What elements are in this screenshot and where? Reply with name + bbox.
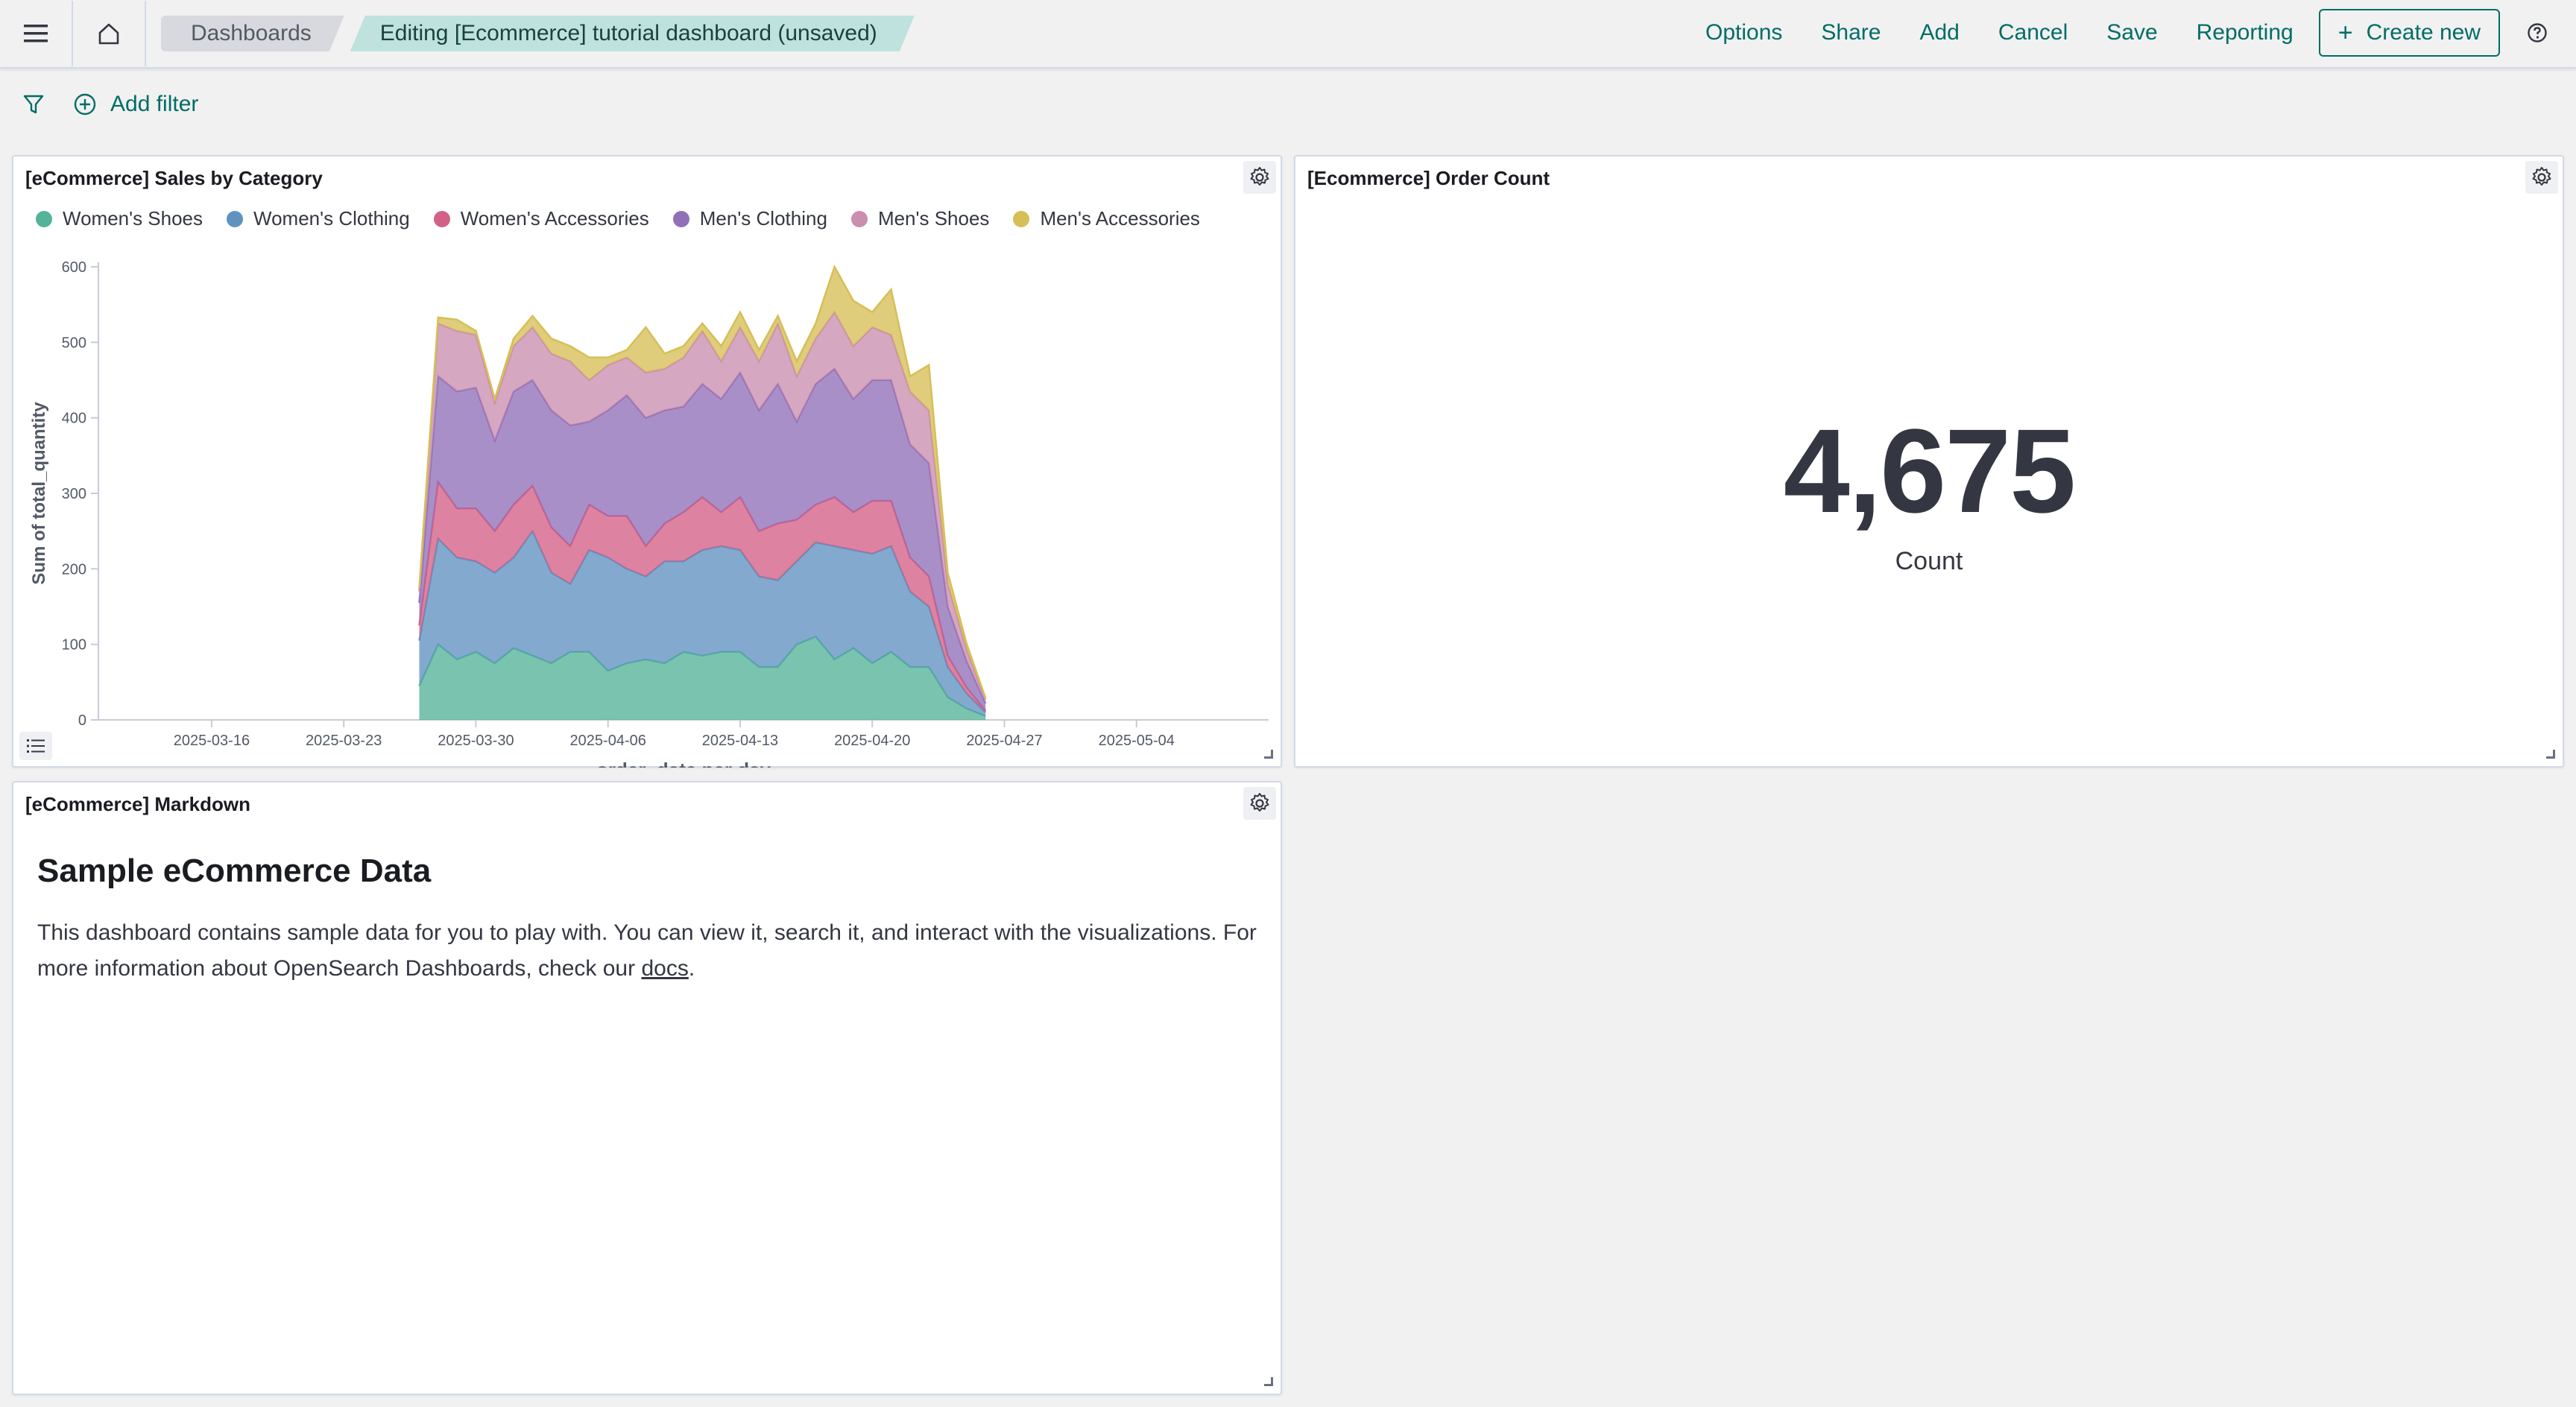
- gear-icon: [1250, 793, 1269, 812]
- breadcrumb-dashboards[interactable]: Dashboards: [161, 16, 344, 51]
- sales-by-category-panel: [eCommerce] Sales by Category Women's Sh…: [12, 155, 1282, 768]
- share-link[interactable]: Share: [1821, 20, 1881, 45]
- resize-handle[interactable]: [1264, 1377, 1273, 1386]
- area-series: [419, 481, 986, 712]
- legend-item[interactable]: Women's Accessories: [433, 207, 649, 230]
- x-tick-label: 2025-04-27: [966, 733, 1042, 749]
- area-series: [419, 531, 986, 716]
- x-tick-label: 2025-04-06: [570, 733, 646, 749]
- markdown-panel: [eCommerce] Markdown Sample eCommerce Da…: [12, 781, 1282, 1395]
- y-tick-label: 0: [78, 712, 86, 729]
- breadcrumb-current: Editing [Ecommerce] tutorial dashboard (…: [350, 16, 915, 51]
- home-icon: [98, 23, 119, 45]
- hamburger-icon: [24, 25, 48, 42]
- panel-options-button[interactable]: [2525, 161, 2558, 194]
- area-series: [419, 368, 986, 711]
- reporting-link[interactable]: Reporting: [2196, 20, 2294, 45]
- x-axis-title: order_date per day: [596, 759, 771, 768]
- markdown-text: This dashboard contains sample data for …: [37, 920, 1257, 981]
- legend-toggle-button[interactable]: [19, 732, 52, 760]
- panel-options-button[interactable]: [1243, 787, 1276, 820]
- x-tick-label: 2025-03-23: [306, 733, 382, 749]
- panel-title: [eCommerce] Sales by Category: [25, 167, 323, 189]
- gear-icon: [1250, 167, 1269, 186]
- add-filter-button[interactable]: Add filter: [73, 92, 198, 117]
- legend-dot-icon: [227, 210, 244, 227]
- legend-label: Women's Shoes: [63, 207, 203, 230]
- help-icon: [2528, 23, 2547, 42]
- area-series: [419, 636, 986, 720]
- y-axis-title: Sum of total_quantity: [29, 402, 49, 585]
- order-count-panel: [Ecommerce] Order Count 4,675 Count: [1294, 155, 2564, 768]
- y-tick-label: 400: [62, 411, 86, 427]
- top-nav-menu: Options Share Add Cancel Save Reporting …: [1686, 0, 2558, 66]
- markdown-body: This dashboard contains sample data for …: [37, 915, 1260, 987]
- filter-icon[interactable]: [22, 93, 45, 116]
- legend-item[interactable]: Men's Shoes: [850, 207, 990, 230]
- y-tick-label: 600: [62, 259, 86, 276]
- add-link[interactable]: Add: [1919, 20, 1960, 45]
- legend-label: Men's Accessories: [1040, 207, 1200, 230]
- filter-bar: Add filter: [0, 80, 2576, 128]
- legend-label: Women's Accessories: [460, 207, 649, 230]
- create-new-label: Create new: [2366, 20, 2481, 45]
- plus-icon: +: [2337, 18, 2353, 47]
- markdown-text-end: .: [688, 956, 695, 981]
- panel-options-button[interactable]: [1243, 161, 1276, 194]
- legend-dot-icon: [433, 210, 450, 227]
- create-new-button[interactable]: + Create new: [2318, 9, 2500, 57]
- panel-title: [eCommerce] Markdown: [25, 793, 250, 815]
- legend-label: Men's Clothing: [699, 207, 827, 230]
- legend-dot-icon: [850, 210, 868, 227]
- y-tick-label: 100: [62, 637, 86, 654]
- x-tick-label: 2025-03-30: [438, 733, 514, 749]
- markdown-heading: Sample eCommerce Data: [37, 853, 432, 889]
- save-link[interactable]: Save: [2106, 20, 2158, 45]
- legend-dot-icon: [36, 210, 52, 227]
- legend-dot-icon: [1013, 210, 1030, 227]
- help-button[interactable]: [2516, 12, 2558, 54]
- metric-value: 4,675: [1783, 404, 2076, 537]
- metric-label: Count: [1895, 547, 1963, 575]
- plus-in-circle-icon: [74, 93, 96, 116]
- legend-dot-icon: [672, 210, 689, 227]
- list-icon: [27, 739, 45, 753]
- home-button[interactable]: [73, 1, 145, 66]
- sales-area-chart: 0 100 200 300 400 500 600 2025-03-16 2025-03-23 2…: [29, 259, 1269, 768]
- legend-item[interactable]: Women's Shoes: [36, 207, 203, 230]
- x-tick-label: 2025-04-13: [702, 733, 778, 749]
- gear-icon: [2532, 167, 2551, 186]
- legend-label: Women's Clothing: [253, 207, 410, 230]
- panel-title: [Ecommerce] Order Count: [1307, 167, 1550, 189]
- header-divider: [72, 1, 73, 66]
- x-tick-label: 2025-03-16: [174, 733, 250, 749]
- cancel-link[interactable]: Cancel: [1998, 20, 2068, 45]
- legend-label: Men's Shoes: [877, 207, 990, 230]
- header-divider: [145, 1, 146, 66]
- legend-item[interactable]: Women's Clothing: [227, 207, 410, 230]
- breadcrumb: Dashboards Editing [Ecommerce] tutorial …: [161, 1, 915, 66]
- x-tick-label: 2025-05-04: [1099, 733, 1175, 749]
- x-tick-label: 2025-04-20: [834, 733, 910, 749]
- y-tick-label: 500: [62, 335, 86, 351]
- menu-toggle-button[interactable]: [0, 1, 72, 66]
- y-tick-label: 300: [62, 486, 86, 502]
- options-link[interactable]: Options: [1705, 20, 1783, 45]
- resize-handle[interactable]: [2546, 750, 2555, 759]
- legend-item[interactable]: Men's Clothing: [672, 207, 827, 230]
- add-filter-label: Add filter: [110, 92, 199, 116]
- docs-link[interactable]: docs: [641, 956, 689, 981]
- chart-legend: Women's Shoes Women's Clothing Women's Acc…: [36, 207, 1224, 230]
- legend-item[interactable]: Men's Accessories: [1013, 207, 1200, 230]
- top-header: Dashboards Editing [Ecommerce] tutorial …: [0, 0, 2576, 69]
- y-tick-label: 200: [62, 561, 86, 578]
- resize-handle[interactable]: [1264, 750, 1273, 759]
- area-series-line: [418, 264, 987, 699]
- area-series: [419, 312, 986, 704]
